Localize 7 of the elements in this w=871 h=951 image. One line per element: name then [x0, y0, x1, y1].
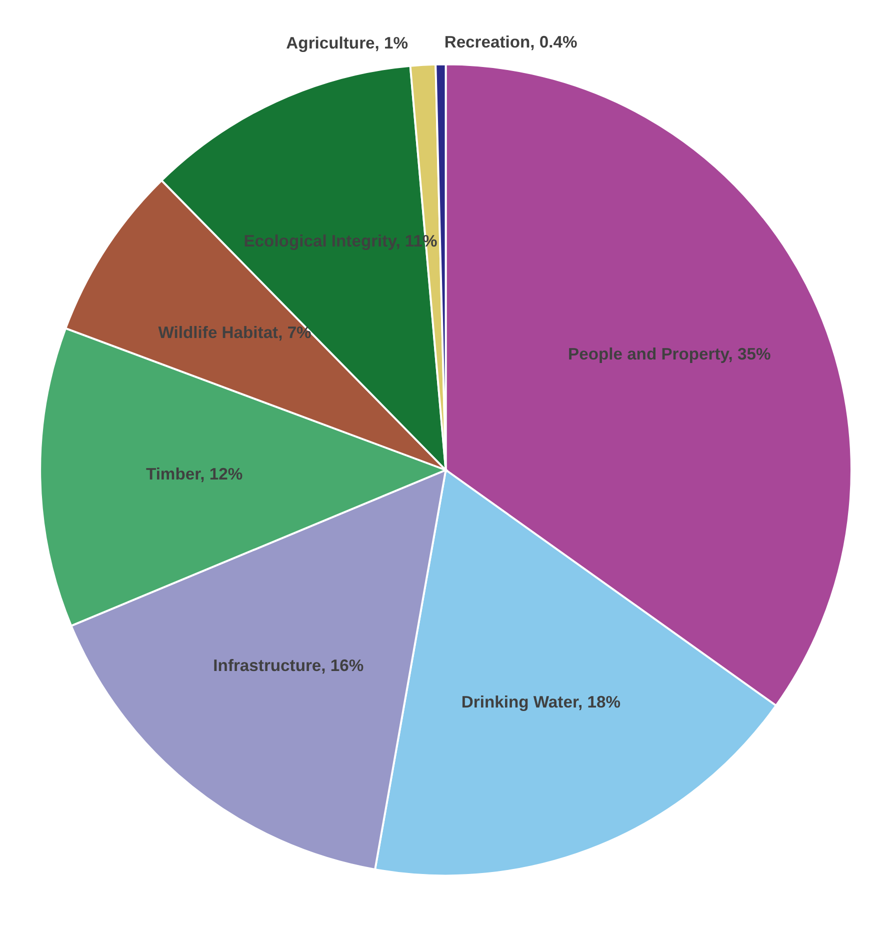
slice-label: Recreation, 0.4%: [444, 32, 578, 52]
slice-label: Drinking Water, 18%: [461, 692, 621, 712]
slice-label: Timber, 12%: [146, 464, 243, 484]
slice-label: People and Property, 35%: [568, 344, 771, 364]
slice-label: Agriculture, 1%: [286, 33, 408, 52]
slice-label: Infrastructure, 16%: [213, 656, 364, 676]
slice-label: Wildlife Habitat, 7%: [158, 322, 312, 342]
